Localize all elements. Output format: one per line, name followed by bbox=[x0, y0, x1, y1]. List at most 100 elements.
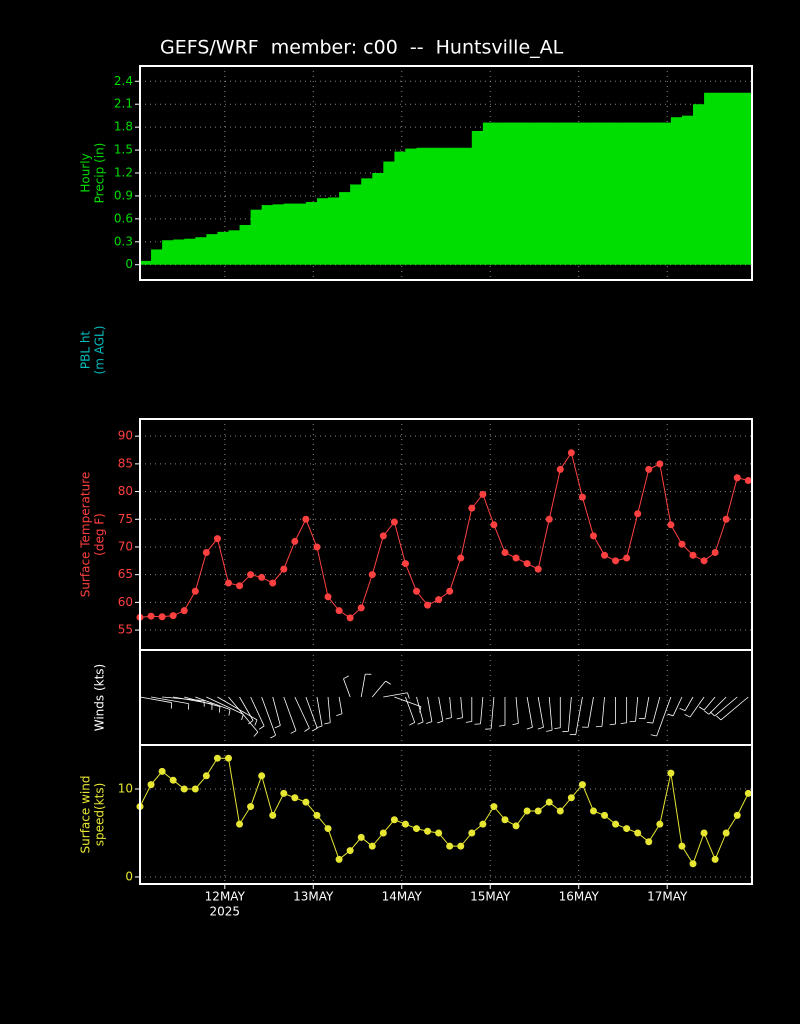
precip-bar bbox=[206, 234, 218, 265]
data-point bbox=[645, 465, 653, 473]
barb-shaft bbox=[652, 696, 661, 724]
barb-flag bbox=[646, 721, 653, 724]
data-point bbox=[390, 518, 398, 526]
precip-bar bbox=[615, 122, 628, 265]
wind-barb bbox=[426, 696, 433, 724]
wind-barb bbox=[698, 696, 716, 711]
wind-barb bbox=[316, 696, 323, 729]
data-point bbox=[313, 543, 321, 551]
y-axis-label: Precip (in) bbox=[93, 143, 107, 204]
wind-barb bbox=[650, 696, 672, 737]
barb-flag bbox=[274, 725, 281, 729]
wind-barb bbox=[360, 673, 372, 698]
wind-barb bbox=[465, 697, 473, 723]
x-tick-label: 12MAY bbox=[205, 890, 246, 904]
barb-flag bbox=[465, 721, 472, 723]
y-tick-label: 0.9 bbox=[114, 188, 133, 202]
data-point bbox=[269, 811, 277, 819]
y-tick-label: 2.4 bbox=[114, 74, 133, 88]
wind-barb bbox=[684, 696, 705, 718]
wind-barb bbox=[485, 696, 495, 730]
barb-flag bbox=[343, 675, 349, 680]
data-point bbox=[601, 811, 609, 819]
data-point bbox=[401, 560, 409, 568]
wind-barb bbox=[371, 680, 391, 698]
barb-flag bbox=[336, 713, 343, 716]
wind-barb bbox=[294, 696, 310, 732]
y-axis-label: Surface Temperature bbox=[79, 472, 93, 598]
barb-flag bbox=[409, 722, 415, 726]
precip-bar bbox=[239, 224, 252, 265]
barb-flag bbox=[526, 726, 533, 730]
precip-bar bbox=[361, 178, 373, 265]
y-tick-label: 2.1 bbox=[114, 97, 133, 111]
data-point bbox=[335, 607, 343, 615]
y-tick-label: 55 bbox=[118, 623, 133, 637]
barb-flag bbox=[698, 706, 705, 711]
barb-flag bbox=[290, 730, 297, 734]
barb-shaft bbox=[250, 696, 265, 727]
y-axis-label: (deg F) bbox=[93, 513, 107, 556]
barb-flag bbox=[554, 727, 561, 729]
barb-flag bbox=[546, 729, 553, 732]
wind-barb bbox=[526, 696, 533, 730]
data-point bbox=[291, 537, 299, 545]
wind-barb bbox=[336, 696, 343, 716]
panel-frame bbox=[139, 65, 753, 281]
data-point bbox=[280, 789, 288, 797]
data-point bbox=[147, 781, 155, 789]
barb-shaft bbox=[371, 680, 386, 698]
wind-barb bbox=[716, 696, 749, 721]
y-axis-label: (m AGL) bbox=[93, 326, 107, 375]
data-point bbox=[733, 811, 741, 819]
series-line bbox=[139, 757, 749, 865]
precip-bar bbox=[504, 122, 517, 265]
data-point bbox=[324, 593, 332, 601]
y-tick-label: 85 bbox=[118, 456, 133, 470]
barb-shaft bbox=[460, 696, 463, 718]
barb-shaft bbox=[427, 696, 433, 722]
barb-shaft bbox=[327, 696, 331, 723]
data-point bbox=[711, 855, 719, 863]
y-axis-label: Surface wind bbox=[79, 776, 93, 854]
wind-barb bbox=[537, 696, 544, 730]
data-point bbox=[689, 860, 697, 868]
data-point bbox=[424, 601, 432, 609]
data-point bbox=[379, 829, 387, 837]
wind-barb bbox=[272, 696, 281, 729]
barb-shaft bbox=[480, 696, 484, 724]
y-tick-label: 0 bbox=[125, 257, 133, 271]
barb-shaft bbox=[206, 696, 244, 715]
y-axis-label: Hourly bbox=[79, 153, 93, 192]
data-point bbox=[523, 560, 531, 568]
barb-flag bbox=[254, 719, 258, 726]
data-point bbox=[589, 807, 597, 815]
precip-bar bbox=[173, 239, 185, 265]
precip-bar bbox=[283, 203, 296, 265]
barb-shaft bbox=[548, 696, 553, 731]
data-point bbox=[744, 789, 752, 797]
data-point bbox=[368, 571, 376, 579]
precip-bar bbox=[538, 122, 550, 265]
barb-flag bbox=[703, 710, 710, 715]
barb-flag bbox=[716, 715, 722, 721]
data-point bbox=[413, 825, 421, 833]
data-point bbox=[180, 607, 188, 615]
data-point bbox=[656, 820, 664, 828]
data-point bbox=[357, 833, 365, 841]
barb-flag bbox=[311, 727, 318, 732]
wind-barb bbox=[416, 696, 424, 725]
data-point bbox=[578, 493, 586, 501]
barb-shaft bbox=[416, 696, 424, 722]
barb-shaft bbox=[672, 696, 683, 716]
wind-barb bbox=[620, 697, 628, 724]
wind-barb bbox=[546, 696, 553, 732]
wind-barb bbox=[609, 697, 616, 726]
data-point bbox=[711, 549, 719, 557]
precip-bar bbox=[272, 204, 285, 265]
data-point bbox=[645, 838, 653, 846]
barb-flag bbox=[498, 724, 506, 727]
y-tick-label: 0.6 bbox=[114, 211, 133, 225]
data-point bbox=[236, 820, 244, 828]
